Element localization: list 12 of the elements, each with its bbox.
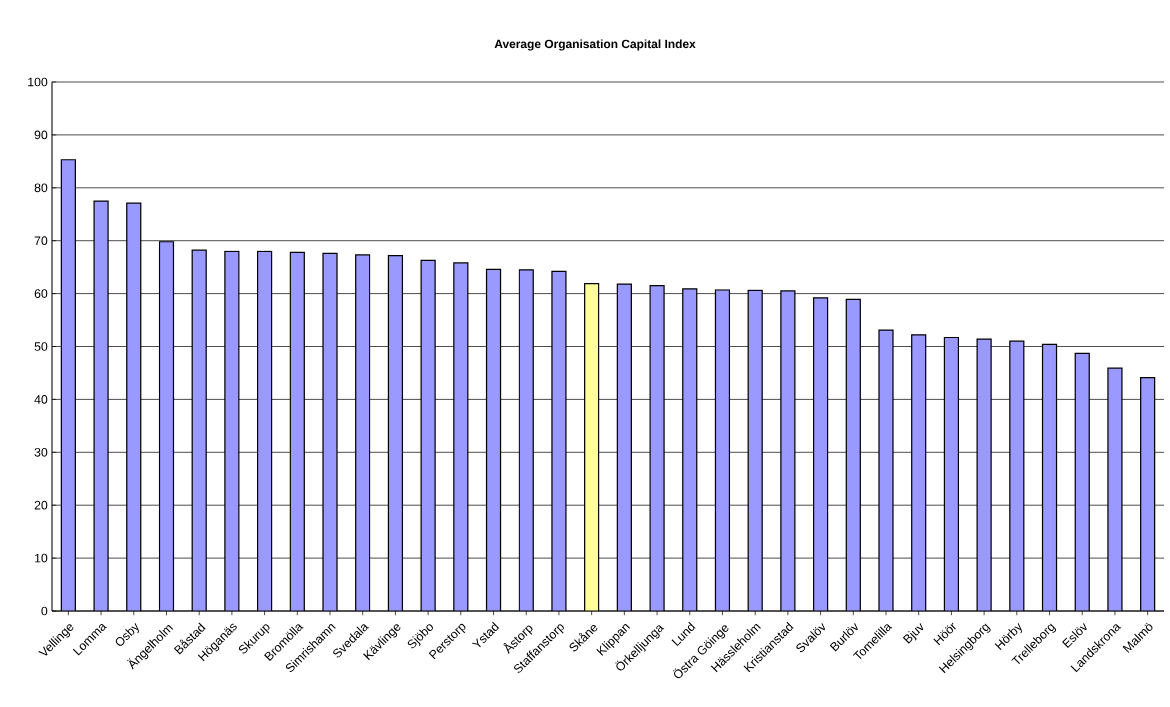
y-tick-label: 60 [34,289,48,298]
y-tick-label: 100 [28,77,48,87]
chart-title: Average Organisation Capital Index [494,39,696,51]
y-tick-label: 0 [41,606,48,616]
y-tick-label: 30 [34,447,48,457]
y-tick-label: 90 [34,130,48,140]
y-tick-label: 70 [34,236,48,246]
y-tick-label: 40 [34,395,48,404]
y-tick-label: 20 [34,500,48,510]
y-tick-label: 50 [34,342,48,351]
y-tick-label: 80 [34,183,48,193]
y-tick-label: 10 [35,553,48,563]
